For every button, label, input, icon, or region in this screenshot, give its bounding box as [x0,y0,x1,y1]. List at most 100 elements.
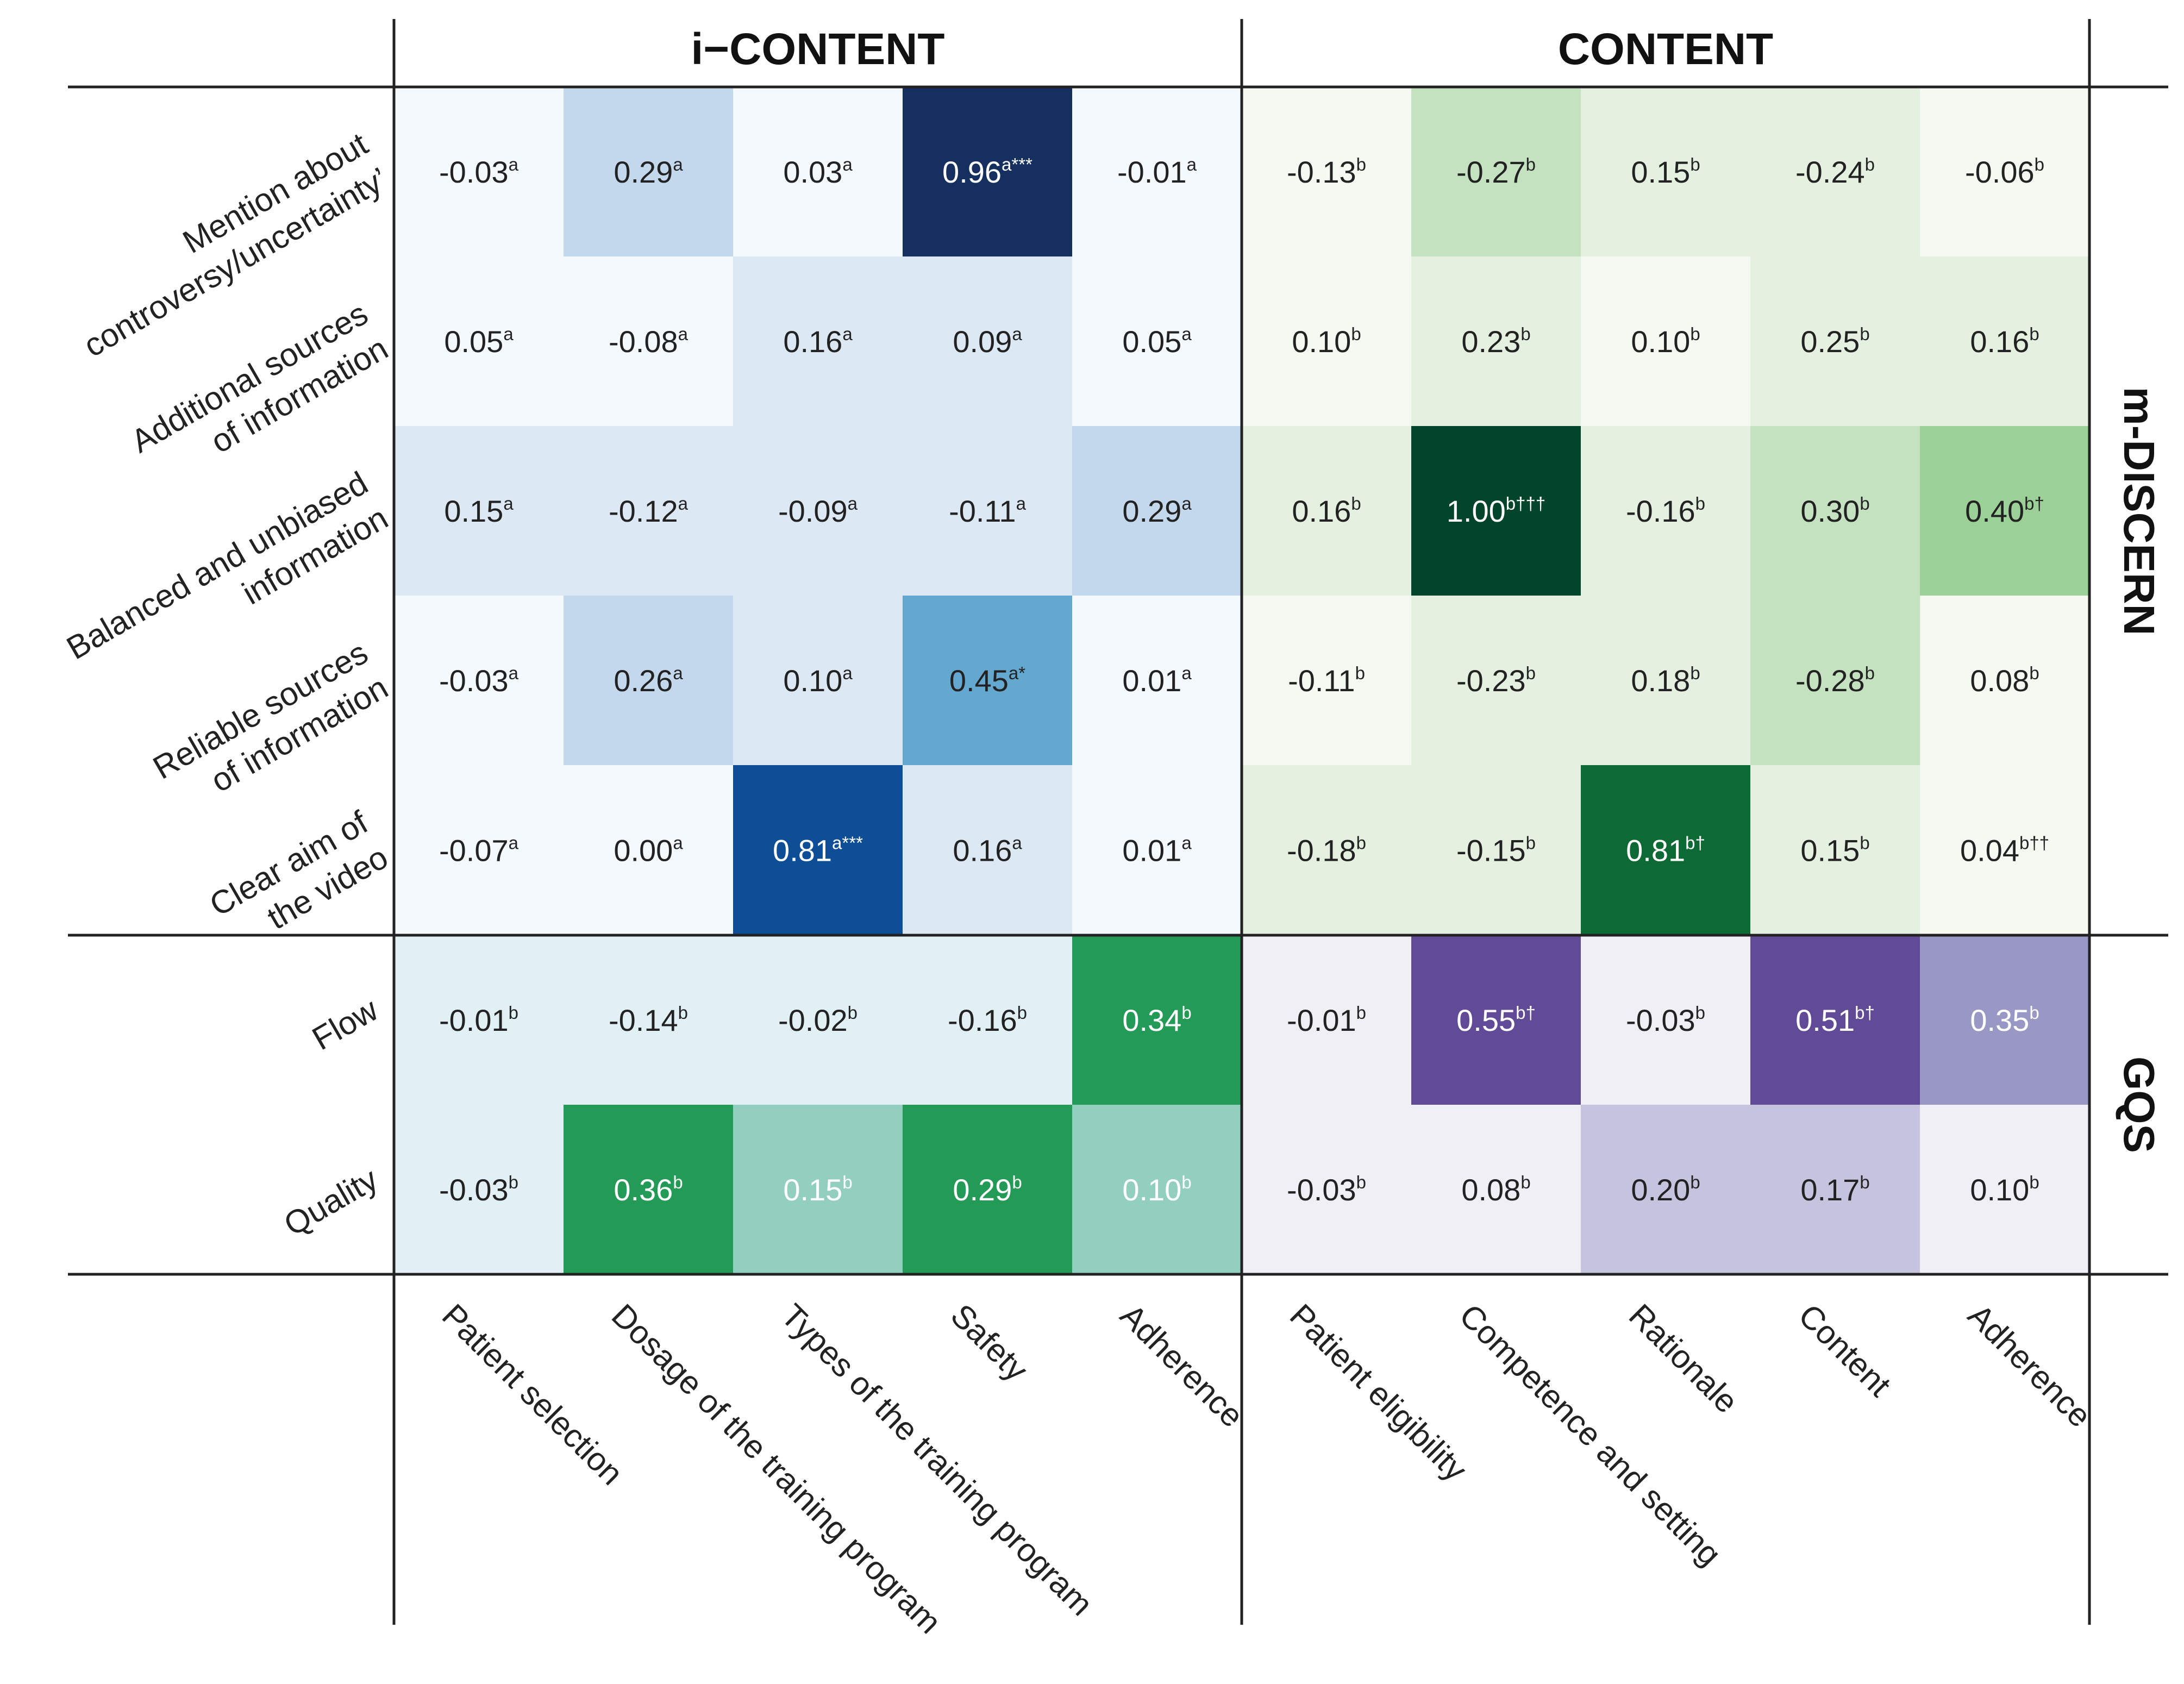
cell-value-r7-c9: 0.17b [1800,1172,1869,1207]
cell-value-r2-c2: -0.08a [609,324,689,359]
heatmap-cell-r4-c9 [1750,596,1920,765]
row-group-label-m-discern: m-DISCERN [2115,387,2163,636]
row-group-labels: m-DISCERN GQS [2115,387,2163,1153]
heatmap-cell-r7-c9 [1750,1105,1920,1274]
cell-significance-r2-c8: b [1690,324,1700,344]
cell-value-r3-c3: -0.09a [778,493,858,528]
cell-value-r1-c8: 0.15b [1631,154,1700,189]
cell-significance-r5-c10: b†† [2019,833,2049,853]
cell-value-r2-c5: 0.05a [1122,324,1192,359]
heatmap-cell-r4-c8 [1581,596,1750,765]
cell-significance-r4-c10: b [2029,663,2039,683]
heatmap-cell-r4-c3 [733,596,903,765]
heatmap-cell-r3-c5 [1072,426,1242,596]
cell-significance-r2-c5: a [1181,324,1192,344]
heatmap-cell-r3-c6 [1242,426,1411,596]
heatmap-cell-r3-c4 [903,426,1072,596]
cell-significance-r5-c9: b [1860,833,1869,853]
cell-significance-r2-c3: a [842,324,853,344]
heatmap-cell-r2-c4 [903,256,1072,426]
heatmap-cell-r4-c7 [1411,596,1581,765]
column-label-icontent-patient-selection: Patient selection [435,1297,630,1492]
cell-significance-r1-c10: b [2035,154,2044,174]
heatmap-cell-r1-c3 [733,87,903,256]
cell-value-r4-c8: 0.18b [1631,663,1700,698]
heatmap-cell-r3-c10 [1920,426,2089,596]
heatmap-cell-r3-c3 [733,426,903,596]
cell-value-r7-c4: 0.29b [953,1172,1022,1207]
row-labels: Mention aboutcontroversy/uncertainty’Add… [60,126,394,1243]
cell-value-r6-c8: -0.03b [1626,1003,1705,1037]
cell-value-r4-c7: -0.23b [1456,663,1536,698]
cell-significance-r5-c8: b† [1685,833,1705,853]
cell-significance-r3-c3: a [848,493,858,514]
cell-significance-r6-c8: b [1695,1003,1705,1023]
heatmap-cell-r2-c10 [1920,256,2089,426]
cell-significance-r7-c10: b [2029,1172,2039,1192]
heatmap-cell-r1-c9 [1750,87,1920,256]
cell-value-r6-c2: -0.14b [609,1003,688,1037]
cell-value-r3-c8: -0.16b [1626,493,1705,528]
heatmap-cell-r6-c6 [1242,935,1411,1105]
cell-value-r3-c9: 0.30b [1800,493,1869,528]
heatmap-cell-r1-c2 [564,87,733,256]
cell-significance-r4-c7: b [1526,663,1536,683]
cell-value-r2-c10: 0.16b [1970,324,2039,359]
cell-value-r6-c3: -0.02b [778,1003,858,1037]
cell-significance-r3-c2: a [678,493,689,514]
column-label-content-patient-eligibility: Patient eligibility [1283,1297,1474,1488]
cell-significance-r7-c5: b [1181,1172,1191,1192]
cell-value-r2-c1: 0.05a [444,324,514,359]
cell-significance-r1-c1: a [509,154,519,174]
cell-significance-r6-c5: b [1181,1003,1191,1023]
cell-value-r7-c5: 0.10b [1122,1172,1191,1207]
cell-significance-r4-c4: a* [1009,663,1025,683]
cell-value-r3-c4: -0.11a [949,493,1026,528]
cell-value-r4-c4: 0.45a* [949,663,1025,698]
heatmap-cell-r1-c7 [1411,87,1581,256]
column-label-content-adherence: Adherence [1961,1297,2099,1435]
cell-significance-r5-c2: a [673,833,683,853]
cell-significance-r7-c8: b [1690,1172,1700,1192]
cell-significance-r1-c6: b [1356,154,1366,174]
row-label-6: Flow [306,991,384,1057]
cell-significance-r7-c9: b [1860,1172,1869,1192]
heatmap-cell-r4-c2 [564,596,733,765]
row-label-6-line-1: Flow [306,991,384,1057]
column-label-icontent-dosage-of-the-training-program: Dosage of the training program [605,1297,948,1641]
cell-value-r5-c6: -0.18b [1287,833,1366,868]
cell-value-r5-c5: 0.01a [1122,833,1192,868]
cell-value-r2-c8: 0.10b [1631,324,1700,359]
cell-value-r4-c2: 0.26a [614,663,683,698]
cell-significance-r7-c7: b [1520,1172,1530,1192]
heatmap-cell-r7-c8 [1581,1105,1750,1274]
heatmap-cell-r1-c10 [1920,87,2089,256]
cell-significance-r1-c7: b [1526,154,1536,174]
column-label-content-rationale: Rationale [1622,1297,1745,1420]
row-label-2: Additional sourcesof information [125,295,394,494]
cell-significance-r7-c3: b [842,1172,852,1192]
heatmap-cell-r5-c8 [1581,765,1750,935]
cell-value-r6-c10: 0.35b [1970,1003,2039,1037]
cell-significance-r5-c3: a*** [832,833,863,853]
cell-significance-r4-c5: a [1181,663,1192,683]
column-group-header-content: CONTENT [1558,24,1773,74]
cell-significance-r3-c1: a [503,493,514,514]
cell-value-r7-c3: 0.15b [783,1172,852,1207]
cell-significance-r2-c1: a [503,324,514,344]
row-label-7-line-1: Quality [278,1161,384,1243]
column-label-icontent-adherence: Adherence [1113,1297,1251,1435]
heatmap-cell-r6-c3 [733,935,903,1105]
cell-significance-r6-c1: b [509,1003,518,1023]
heatmap-cell-r7-c2 [564,1105,733,1274]
column-label-content-content: Content [1792,1297,1898,1404]
heatmap-cell-r5-c9 [1750,765,1920,935]
cell-significance-r5-c7: b [1526,833,1536,853]
column-label-icontent-types-of-the-training-program: Types of the training program [774,1297,1100,1623]
cell-significance-r5-c5: a [1181,833,1192,853]
cell-significance-r1-c2: a [673,154,683,174]
cell-significance-r7-c6: b [1356,1172,1366,1192]
cell-value-r5-c9: 0.15b [1800,833,1869,868]
heatmap-cell-r4-c1 [394,596,564,765]
